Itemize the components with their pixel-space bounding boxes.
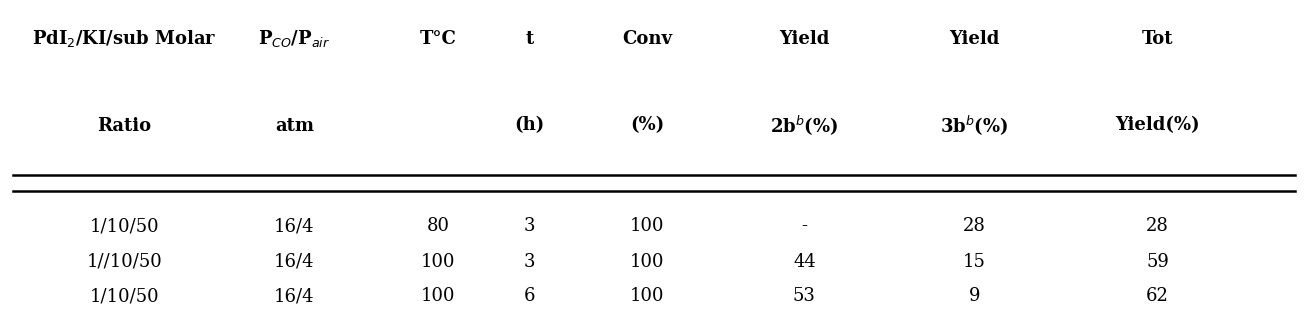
Text: (h): (h) — [514, 117, 545, 135]
Text: t: t — [526, 30, 534, 48]
Text: 59: 59 — [1146, 253, 1169, 271]
Text: 1/10/50: 1/10/50 — [89, 217, 160, 235]
Text: 2b$^b$(%): 2b$^b$(%) — [770, 113, 838, 138]
Text: 9: 9 — [969, 287, 980, 305]
Text: Ratio: Ratio — [97, 117, 152, 135]
Text: Yield: Yield — [950, 30, 999, 48]
Text: Yield: Yield — [780, 30, 829, 48]
Text: 3: 3 — [525, 253, 535, 271]
Text: 16/4: 16/4 — [275, 287, 314, 305]
Text: Yield(%): Yield(%) — [1116, 117, 1199, 135]
Text: PdI$_2$/KI/sub Molar: PdI$_2$/KI/sub Molar — [31, 28, 217, 49]
Text: 6: 6 — [525, 287, 535, 305]
Text: 100: 100 — [630, 287, 664, 305]
Text: 16/4: 16/4 — [275, 253, 314, 271]
Text: 44: 44 — [793, 253, 816, 271]
Text: 1//10/50: 1//10/50 — [86, 253, 162, 271]
Text: 100: 100 — [630, 253, 664, 271]
Text: 100: 100 — [421, 287, 455, 305]
Text: 1/10/50: 1/10/50 — [89, 287, 160, 305]
Text: Tot: Tot — [1142, 30, 1173, 48]
Text: 3: 3 — [525, 217, 535, 235]
Text: 53: 53 — [793, 287, 816, 305]
Text: 15: 15 — [963, 253, 986, 271]
Text: 100: 100 — [421, 253, 455, 271]
Text: 3b$^b$(%): 3b$^b$(%) — [940, 113, 1008, 138]
Text: 80: 80 — [426, 217, 450, 235]
Text: -: - — [802, 217, 807, 235]
Text: 16/4: 16/4 — [275, 217, 314, 235]
Text: 28: 28 — [1146, 217, 1169, 235]
Text: 100: 100 — [630, 217, 664, 235]
Text: P$_{CO}$/P$_{air}$: P$_{CO}$/P$_{air}$ — [258, 28, 331, 49]
Text: 28: 28 — [963, 217, 986, 235]
Text: T°C: T°C — [420, 30, 456, 48]
Text: atm: atm — [275, 117, 314, 135]
Text: Conv: Conv — [623, 30, 672, 48]
Text: 62: 62 — [1146, 287, 1169, 305]
Text: (%): (%) — [630, 117, 664, 135]
